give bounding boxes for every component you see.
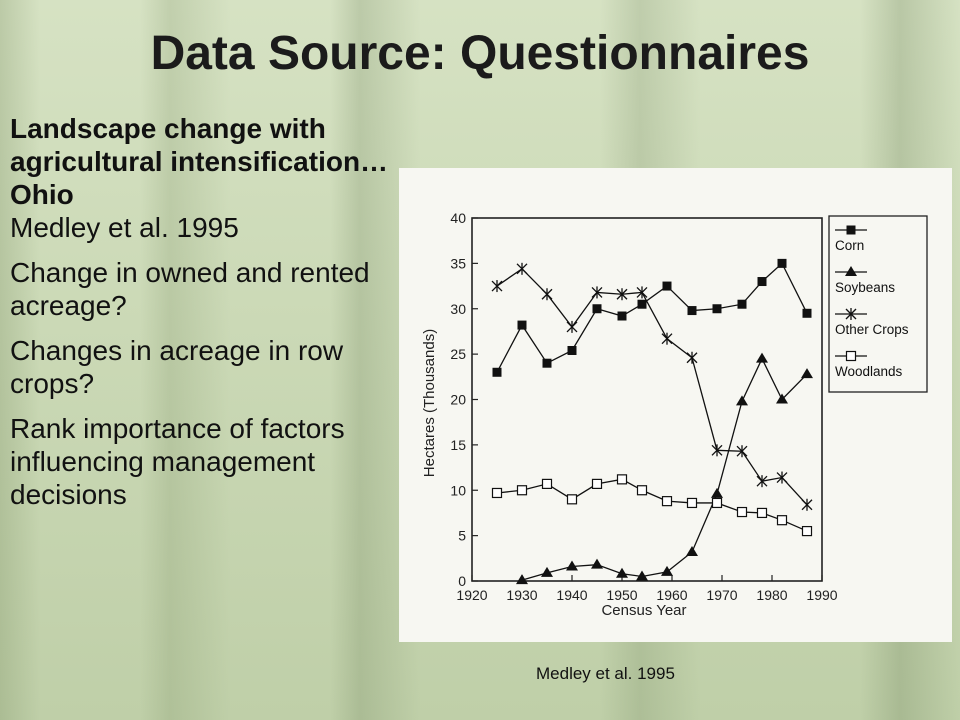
woodlands-point [756,507,768,519]
soybeans-line [521,357,808,581]
x-tick-label: 1950 [606,587,637,603]
y-tick-label: 0 [458,573,466,589]
legend-box [828,215,928,393]
woodlands-point [776,515,788,526]
other-crops-point [591,286,603,299]
citation-text: Medley et al. 1995 [10,212,239,243]
corn-point [777,258,787,268]
other-crops-point [516,262,528,275]
soybeans-point [711,487,723,498]
x-tick-label: 1960 [656,587,687,603]
other-crops-point [566,320,578,333]
legend-label-corn: Corn [835,238,864,253]
corn-point [737,299,747,309]
x-tick-label: 1920 [456,587,487,603]
y-tick-label: 40 [450,210,466,226]
x-tick-label: 1930 [506,587,537,603]
figure-caption: Medley et al. 1995 [536,664,675,683]
plot-frame [471,217,823,582]
y-tick-label: 25 [450,346,466,362]
corn-point [517,320,527,330]
y-tick-label: 35 [450,255,466,271]
soybeans-point [756,352,768,363]
woodlands-point [736,506,748,518]
soybeans-point [736,395,748,406]
y-axis-label: Hectares (Thousands) [421,329,438,477]
other-crops-point [776,471,788,484]
soybeans-point [566,560,578,571]
corn-point [662,281,672,291]
corn-point [712,304,722,314]
legend-marker-other-crops [845,308,857,320]
woodlands-point [661,496,673,507]
woodlands-point [711,497,723,509]
soybeans-point [776,393,788,404]
legend-label-soybeans: Soybeans [835,280,895,295]
woodlands-point [566,494,578,505]
other-crops-point [801,498,813,511]
text-panel: Landscape change with agricultural inten… [10,112,395,523]
woodlands-point [616,474,628,485]
y-tick-label: 30 [450,301,466,317]
soybeans-point [616,567,628,578]
woodlands-point [686,497,698,509]
woodlands-point [541,478,553,489]
x-tick-label: 1940 [556,587,587,603]
soybeans-point [636,570,648,581]
legend-marker-corn [846,225,856,235]
other-crops-point [636,286,648,299]
soybeans-point [591,558,603,569]
other-crops-point [711,444,723,457]
other-crops-point [736,445,748,458]
bullet-management-factors: Rank importance of factors influencing m… [10,413,345,510]
woodlands-point [801,525,813,537]
woodlands-point [516,485,528,496]
x-tick-label: 1990 [806,587,837,603]
legend-marker-soybeans [845,266,857,276]
y-tick-label: 5 [458,528,466,544]
soybeans-point [516,574,528,585]
woodlands-point [636,485,648,496]
legend-marker-woodlands [845,350,857,362]
y-tick-label: 10 [450,482,466,498]
other-crops-point [491,280,503,293]
woodlands-point [591,478,603,489]
other-crops-line [496,267,808,506]
slide-heading: Landscape change with agricultural inten… [10,113,389,210]
other-crops-point [616,288,628,301]
soybeans-point [801,368,813,379]
corn-point [637,299,647,309]
other-crops-point [686,351,698,364]
corn-point [687,306,697,316]
bullet-owned-rented: Change in owned and rented acreage? [10,257,370,321]
corn-point [567,345,577,355]
soybeans-point [686,545,698,556]
legend-label-other-crops: Other Crops [835,322,909,337]
legend-label-woodlands: Woodlands [835,364,903,379]
other-crops-point [756,475,768,488]
x-tick-label: 1980 [756,587,787,603]
corn-point [592,304,602,314]
corn-point [542,358,552,368]
slide-title: Data Source: Questionnaires [150,27,810,80]
other-crops-point [541,288,553,301]
corn-point [757,277,767,287]
soybeans-point [661,565,673,576]
line-chart: 0 5 10 15 20 25 30 35 40 1920 1930 1940 1950 1960 1970… [421,210,928,619]
woodlands-point [491,487,503,499]
soybeans-point [541,566,553,577]
y-tick-label: 20 [450,392,466,408]
other-crops-point [661,332,673,345]
y-tick-label: 15 [450,437,466,453]
x-tick-label: 1970 [706,587,737,603]
corn-point [617,311,627,321]
corn-point [492,367,502,377]
bullet-row-crops: Changes in acreage in row crops? [10,335,344,399]
corn-point [802,308,812,318]
x-axis-label: Census Year [601,602,686,619]
chart-figure: 0 5 10 15 20 25 30 35 40 1920 1930 1940 1950 1960 1970… [399,168,952,642]
